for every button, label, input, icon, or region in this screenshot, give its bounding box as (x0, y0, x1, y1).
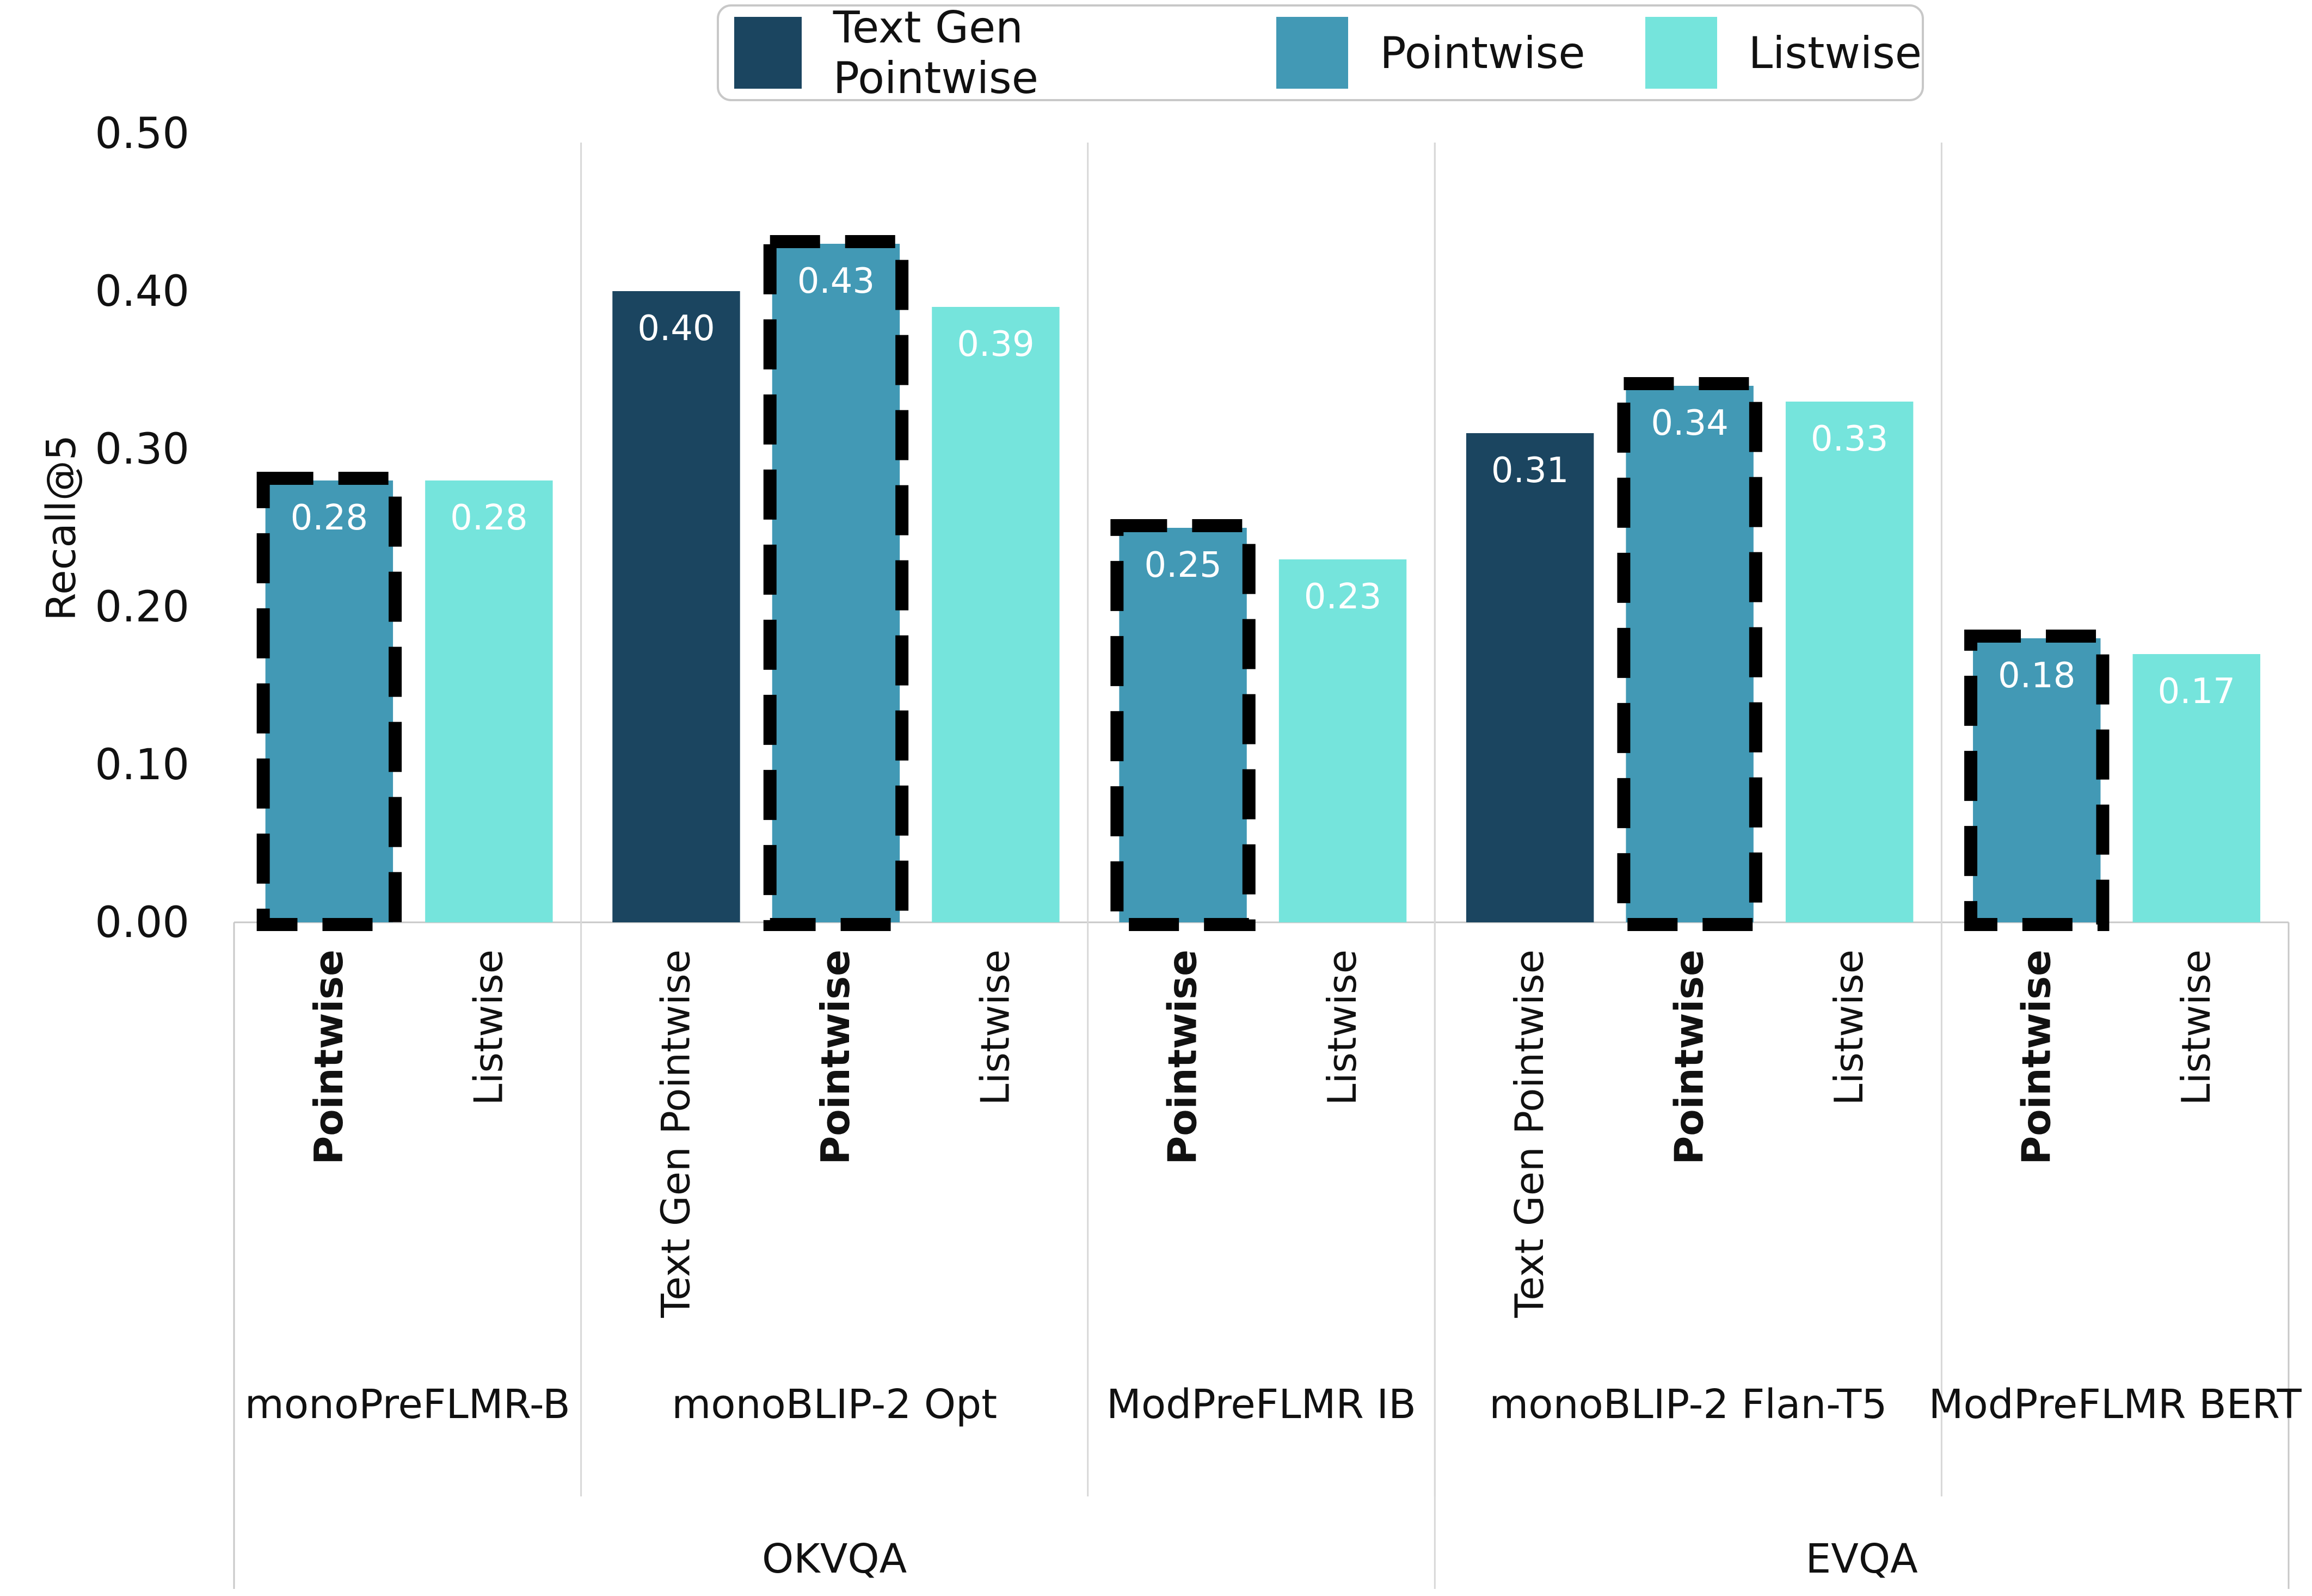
legend: Text Gen Pointwise Pointwise Listwise (717, 2, 1924, 103)
model-label-monoblip-2-flan-t5: monoBLIP-2 Flan-T5 (1489, 1381, 1887, 1428)
x-tick-label: Pointwise (1667, 950, 1712, 1164)
data-label: 0.34 (1651, 403, 1729, 443)
y-tick-label: 0.20 (95, 583, 189, 632)
bar-monoblip-2-opt-pointwise (772, 244, 900, 922)
x-tick-label: Text Gen Pointwise (653, 950, 698, 1318)
dataset-label-evqa: EVQA (1806, 1536, 1919, 1582)
bar-modpreflmr-ib-listwise (1278, 559, 1407, 922)
x-tick-label: Listwise (1826, 950, 1872, 1106)
legend-swatch-listwise (1645, 17, 1717, 89)
data-label: 0.18 (1998, 656, 2076, 696)
y-tick-label: 0.00 (95, 898, 189, 947)
data-label: 0.33 (1811, 419, 1889, 459)
model-label-monopreflmr-b: monoPreFLMR-B (245, 1381, 570, 1428)
legend-item-listwise: Listwise (1645, 17, 1922, 89)
data-label: 0.43 (797, 261, 875, 301)
bar-modpreflmr-ib-pointwise (1119, 528, 1247, 922)
legend-label-pointwise: Pointwise (1380, 27, 1585, 78)
data-label: 0.39 (957, 324, 1035, 365)
x-tick-label: Pointwise (2013, 950, 2059, 1164)
x-tick-label: Pointwise (306, 950, 352, 1164)
y-tick-label: 0.30 (95, 425, 189, 474)
x-tick-label: Listwise (972, 950, 1018, 1106)
legend-item-pointwise: Pointwise (1276, 17, 1585, 89)
model-label-monoblip-2-opt: monoBLIP-2 Opt (672, 1381, 997, 1428)
bar-monoblip-2-flan-t5-listwise (1785, 402, 1914, 922)
bar-monopreflmr-b-listwise (425, 480, 553, 922)
x-tick-label: Text Gen Pointwise (1507, 950, 1552, 1318)
bar-monoblip-2-opt-text-gen-pointwise (612, 291, 740, 922)
bar-modpreflmr-bert-pointwise (1973, 638, 2101, 922)
bar-monoblip-2-opt-listwise (932, 307, 1060, 922)
data-label: 0.25 (1144, 545, 1222, 586)
x-tick-label: Pointwise (1160, 950, 1206, 1164)
data-label: 0.40 (637, 309, 715, 349)
data-label: 0.28 (291, 498, 368, 538)
legend-item-text-gen-pointwise: Text Gen Pointwise (734, 2, 1216, 103)
model-label-modpreflmr-bert: ModPreFLMR BERT (1929, 1381, 2302, 1428)
x-tick-label: Listwise (1319, 950, 1365, 1106)
bar-monoblip-2-flan-t5-text-gen-pointwise (1466, 433, 1594, 922)
y-tick-label: 0.10 (95, 741, 189, 790)
data-label: 0.17 (2158, 671, 2236, 712)
legend-label-listwise: Listwise (1748, 27, 1922, 78)
bar-monoblip-2-flan-t5-pointwise (1626, 386, 1754, 922)
x-tick-label: Pointwise (813, 950, 858, 1164)
legend-swatch-text-gen-pointwise (734, 17, 802, 89)
bar-modpreflmr-bert-listwise (2132, 654, 2260, 922)
dataset-label-okvqa: OKVQA (762, 1536, 907, 1582)
bar-monopreflmr-b-pointwise (265, 480, 393, 922)
highlight-border-monopreflmr-b (256, 472, 402, 931)
highlight-border-modpreflmr-ib (1110, 519, 1256, 931)
highlight-border-modpreflmr-bert (1964, 630, 2110, 931)
x-tick-label: Listwise (2173, 950, 2219, 1106)
highlight-border-monoblip-2-flan-t5 (1617, 377, 1762, 931)
y-tick-label: 0.50 (95, 109, 189, 158)
data-label: 0.31 (1491, 451, 1569, 491)
legend-label-text-gen-pointwise: Text Gen Pointwise (833, 2, 1038, 103)
data-label: 0.23 (1304, 577, 1382, 617)
data-label: 0.28 (450, 498, 528, 538)
x-tick-label: Listwise (465, 950, 511, 1106)
y-axis-label: Recall@5 (38, 435, 85, 621)
highlight-border-monoblip-2-opt (763, 235, 909, 931)
model-label-modpreflmr-ib: ModPreFLMR IB (1106, 1381, 1416, 1428)
legend-swatch-pointwise (1276, 17, 1349, 89)
y-tick-label: 0.40 (95, 267, 189, 316)
